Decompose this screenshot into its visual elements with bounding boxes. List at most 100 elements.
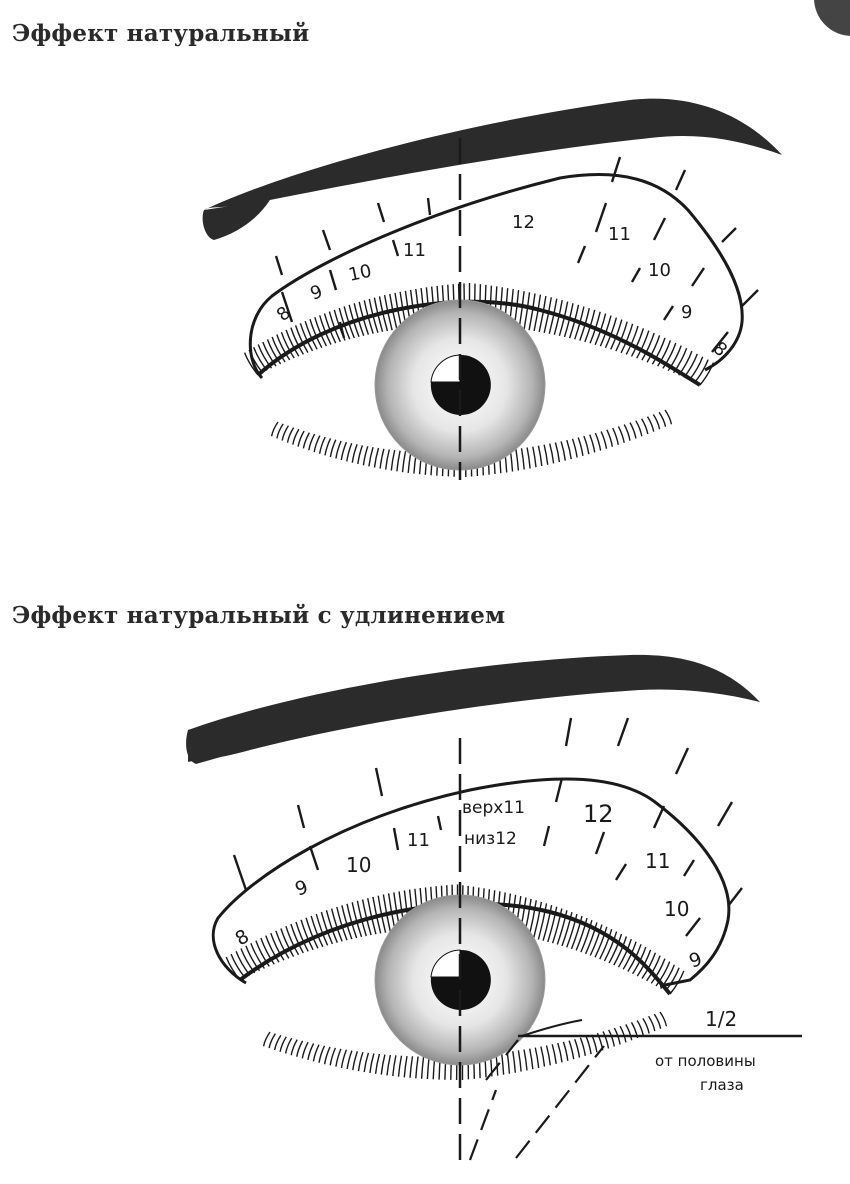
eye-diagram-natural: 8 9 10 11 12 11 10 9 8 [202,98,782,480]
length-label: 10 [648,260,671,281]
length-label: 10 [346,853,371,877]
lash-stroke [580,920,593,953]
lash-stroke [335,1048,342,1067]
lash-stroke [652,414,661,430]
lash-stroke [532,446,537,468]
lash-stroke [653,1013,662,1029]
lash-stroke [537,445,543,467]
lash-stroke [585,1036,592,1055]
lash-stroke [533,294,542,332]
lash-stroke [506,1051,511,1074]
lash-stroke [403,1055,408,1078]
lash-stroke [257,344,273,369]
lash-stroke [549,443,555,464]
section-title-natural-extended: Эффект натуральный с удлинением [12,602,506,629]
lash-stroke [420,1056,425,1079]
length-label: 9 [308,281,326,305]
lash-stroke [594,926,608,958]
lash-stroke [561,912,573,947]
lash-stroke [636,330,650,359]
lash-stroke [553,299,563,335]
lash-stroke [290,1039,298,1056]
zone-dividers [274,156,759,353]
lash-stroke [625,325,639,355]
lash-stroke [646,335,661,363]
lash-stroke [276,423,284,439]
lash-stroke [281,425,289,441]
lash-stroke [309,319,323,349]
lash-stroke [625,1024,633,1041]
lash-stroke [574,1038,581,1058]
upper-lower-label: верх11 [462,798,525,818]
lash-stroke [284,1037,293,1054]
lash-stroke [622,941,637,970]
lash-stroke [543,444,549,465]
lash-stroke [378,296,389,332]
lash-stroke [672,348,688,374]
lash-stroke [310,915,324,948]
lash-stroke [409,1056,414,1078]
eyebrow-shape [188,654,760,762]
lash-stroke [694,359,709,383]
lash-stroke [556,910,568,945]
lash-stroke [426,1056,430,1080]
upper-lashes [256,299,702,387]
lash-stroke [534,1047,540,1069]
lash-stroke [571,438,578,458]
lower-lashes [262,1011,668,1081]
lash-stroke [568,304,580,339]
annotation-line-2: глаза [700,1076,744,1094]
lash-stroke [657,340,672,367]
lash-stroke [678,350,693,376]
lash-stroke [589,924,603,956]
lash-stroke [325,910,338,943]
upper-lashes [243,283,715,386]
lash-stroke [319,315,332,345]
lash-stroke [329,1047,337,1066]
lash-stroke [548,298,558,334]
lash-stroke [313,435,321,453]
lash-stroke [577,437,584,456]
lash-stroke [299,323,314,352]
lash-stroke [570,915,583,950]
lash-stroke [551,908,563,944]
lash-stroke [348,304,360,338]
lash-stroke [575,917,588,951]
lash-stroke [650,958,666,984]
lash-stroke [599,929,613,960]
lash-stroke [280,331,295,359]
lash-stroke [362,446,369,466]
lash-stroke [589,434,596,453]
lash-stroke [377,895,387,933]
lash-stroke [315,913,329,946]
lash-stroke [295,921,309,952]
lash-stroke [323,1046,331,1065]
lash-stroke [579,1037,586,1057]
lash-stroke [285,925,300,956]
lash-stroke [526,447,531,469]
lash-stroke [617,426,625,443]
lash-stroke [296,1040,304,1057]
lash-stroke [312,1044,320,1062]
lash-stroke [351,444,358,463]
lash-stroke [353,303,365,336]
lash-stroke [667,345,682,371]
lash-stroke [318,436,326,454]
lash-stroke [620,323,634,354]
lash-stroke [379,448,385,469]
lash-stroke [523,1049,528,1071]
lash-stroke [635,420,643,437]
lash-stroke [260,937,275,965]
lash-stroke [658,411,667,427]
lash-stroke [600,431,608,449]
lash-stroke [273,1034,282,1051]
lash-stroke [603,931,618,962]
lash-stroke [386,1054,392,1076]
lash-stroke [361,899,372,936]
lash-stroke [547,906,558,943]
lash-stroke [699,362,715,386]
length-label: 8 [709,338,731,361]
lash-stroke [651,337,666,365]
lash-stroke [240,948,256,974]
lash-stroke [352,1051,359,1071]
